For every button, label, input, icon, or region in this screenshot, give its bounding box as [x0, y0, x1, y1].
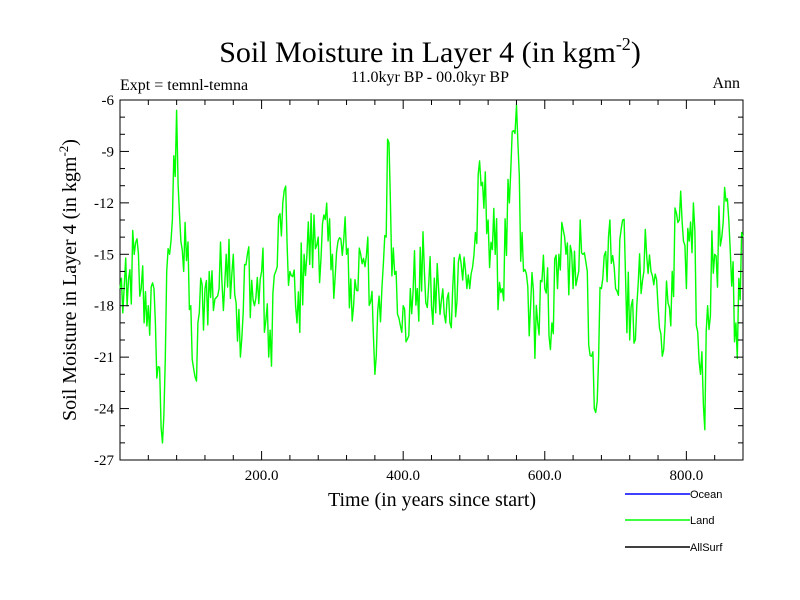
- y-tick-label: -24: [94, 402, 114, 418]
- axis-group: 200.0 400.0 600.0 800.0 -6 -9 -12 -15 -18 -21 -24 -…: [94, 93, 743, 484]
- x-tick-label: 200.0: [245, 468, 279, 484]
- chart-title: Soil Moisture in Layer 4 (in kgm-2): [219, 34, 641, 69]
- legend-label-allsurf: AllSurf: [690, 542, 723, 554]
- series-line-land: [119, 104, 744, 444]
- season-label: Ann: [712, 75, 740, 92]
- legend-label-ocean: Ocean: [690, 489, 722, 501]
- legend-label-land: Land: [690, 515, 714, 527]
- chart-subtitle: 11.0kyr BP - 00.0kyr BP: [351, 69, 509, 86]
- chart-title-sup: -2: [616, 34, 631, 54]
- y-axis-label: Soil Moisture in Layer 4 (in kgm-2): [56, 139, 81, 421]
- y-tick-label: -6: [102, 93, 115, 109]
- y-tick-label: -21: [94, 350, 114, 366]
- x-axis-label: Time (in years since start): [328, 489, 536, 511]
- plot-frame: [119, 99, 744, 461]
- y-axis-label-close: ): [59, 139, 81, 146]
- y-tick-label: -18: [94, 299, 114, 315]
- legend: Ocean Land AllSurf: [625, 489, 723, 554]
- series-group: [119, 104, 744, 444]
- chart-title-main: Soil Moisture in Layer 4 (in kgm: [219, 36, 616, 69]
- y-tick-label: -9: [102, 144, 115, 160]
- y-tick-label: -12: [94, 196, 114, 212]
- chart-title-close: ): [631, 36, 641, 69]
- y-axis-label-main: Soil Moisture in Layer 4 (in kgm: [59, 156, 81, 421]
- y-tick-label: -15: [94, 247, 114, 263]
- expt-label: Expt = temnl-temna: [120, 77, 248, 94]
- x-tick-label: 600.0: [528, 468, 562, 484]
- y-tick-label: -27: [94, 453, 114, 469]
- x-tick-label: 800.0: [669, 468, 703, 484]
- y-axis-label-sup: -2: [56, 146, 71, 157]
- x-tick-label: 400.0: [386, 468, 420, 484]
